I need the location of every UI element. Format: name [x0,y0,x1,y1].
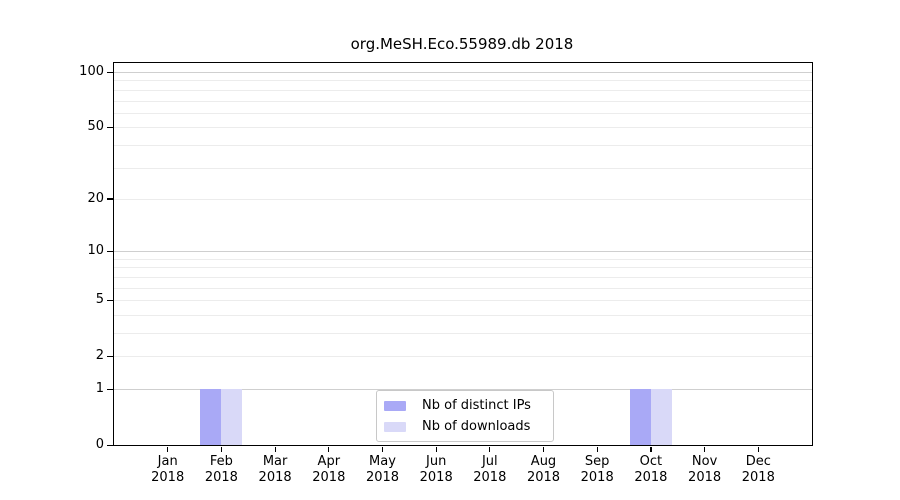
y-tick-20 [107,198,114,200]
y-tick-50 [107,126,114,128]
x-tick-jul [489,446,491,452]
y-tick-label-50: 50 [87,119,104,135]
x-tick-jan [167,446,169,452]
x-tick-feb [220,446,223,452]
x-tick-label-apr: Apr 2018 [299,454,359,486]
x-tick-label-year: 2018 [688,470,722,485]
x-tick-label-jun: Jun 2018 [406,454,466,486]
x-tick-label-jan: Jan 2018 [138,454,198,486]
x-tick-jun [435,446,437,452]
x-tick-may [381,446,384,452]
x-tick-label-year: 2018 [312,470,346,485]
x-tick-label-year: 2018 [204,470,238,485]
x-tick-label-year: 2018 [634,470,668,485]
bar-nb-of-downloads-oct [650,389,672,445]
y-tick-2 [107,355,114,357]
x-tick-label-jul: Jul 2018 [460,454,520,486]
y-tick-label-10: 10 [87,243,104,259]
x-tick-label-year: 2018 [365,470,400,485]
x-tick-label-year: 2018 [419,470,453,485]
legend: Nb of distinct IPs Nb of downloads [376,390,554,442]
legend-swatch-distinct-ips [384,400,406,411]
gridline-80 [114,89,812,91]
x-tick-mar [274,446,276,452]
x-tick-label-month: Nov [691,454,718,469]
gridline-3 [114,333,812,334]
gridline-70 [114,100,812,102]
gridline-40 [114,144,812,146]
x-tick-label-month: Mar [262,454,288,469]
y-tick-1 [107,388,114,390]
gridline-30 [114,167,812,169]
gridline-1 [114,389,812,390]
x-tick-label-month: Jan [157,454,178,469]
bar-nb-of-downloads-feb [221,389,243,445]
legend-row-downloads: Nb of downloads [384,418,543,435]
y-tick-label-20: 20 [87,190,104,206]
x-tick-label-month: Dec [745,454,771,469]
x-tick-label-month: Apr [317,454,341,469]
gridline-60 [114,112,812,114]
gridline-6 [114,287,812,289]
x-tick-nov [704,446,706,452]
x-tick-label-month: Oct [639,454,663,469]
gridline-20 [114,198,812,200]
x-tick-sep [596,446,598,452]
gridline-100 [114,72,812,73]
x-tick-label-month: Jul [481,454,498,469]
y-tick-label-100: 100 [79,64,104,79]
gridline-5 [114,300,812,302]
y-tick-10 [107,250,114,252]
y-tick-label-5: 5 [95,292,104,308]
x-tick-label-year: 2018 [580,470,614,485]
gridline-10 [114,251,812,253]
x-tick-label-may: May 2018 [353,454,413,486]
gridline-90 [114,80,812,82]
x-tick-label-month: Feb [209,454,233,469]
y-tick-label-2: 2 [95,348,104,364]
x-tick-oct [650,446,652,452]
x-tick-label-nov: Nov 2018 [675,454,735,486]
x-tick-label-month: Jun [426,454,447,469]
x-tick-label-aug: Aug 2018 [514,454,574,486]
x-tick-label-oct: Oct 2018 [621,454,681,486]
bar-nb-of-distinct-ips-oct [629,389,651,445]
gridline-2 [114,356,812,358]
legend-row-distinct-ips: Nb of distinct IPs [384,397,543,414]
y-tick-label-0: 0 [95,437,104,452]
gridline-50 [114,127,812,129]
x-tick-label-month: Aug [530,454,557,469]
y-tick-0 [107,444,114,446]
x-tick-label-year: 2018 [526,470,561,485]
gridline-4 [114,314,812,316]
x-tick-label-month: Sep [584,454,610,469]
x-tick-dec [757,446,759,452]
y-tick-100 [107,71,114,73]
legend-swatch-downloads [384,421,406,432]
y-tick-label-1: 1 [95,381,104,396]
x-tick-label-sep: Sep 2018 [567,454,627,486]
chart-title: org.MeSH.Eco.55989.db 2018 [350,35,574,53]
x-tick-label-year: 2018 [151,470,185,485]
x-tick-label-year: 2018 [473,470,507,485]
x-tick-label-month: May [369,454,396,469]
legend-label-distinct-ips: Nb of distinct IPs [422,398,531,413]
x-tick-aug [542,446,545,452]
x-tick-label-feb: Feb 2018 [191,454,251,486]
x-tick-label-year: 2018 [258,470,292,485]
bar-nb-of-distinct-ips-feb [200,389,222,445]
legend-label-downloads: Nb of downloads [422,419,531,434]
x-tick-apr [328,446,330,452]
x-tick-label-year: 2018 [741,470,775,485]
x-tick-label-dec: Dec 2018 [728,454,788,486]
gridline-7 [114,276,812,278]
plot-area: Nb of distinct IPs Nb of downloads 0 1 2 5 1… [79,62,813,485]
y-tick-5 [107,299,114,301]
x-tick-label-mar: Mar 2018 [245,454,305,486]
gridline-9 [114,258,812,260]
gridline-8 [114,267,812,269]
